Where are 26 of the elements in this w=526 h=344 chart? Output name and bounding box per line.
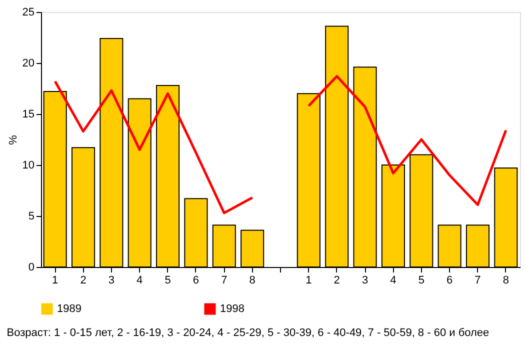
y-tick-label: 20 [22,58,34,70]
legend-label: 1989 [57,303,82,315]
x-tick-label: 7 [474,274,481,286]
y-tick-label: 15 [22,108,34,120]
x-tick-label: 1 [52,274,58,286]
x-tick-label: 5 [418,274,424,286]
y-tick-label: 0 [28,262,34,274]
y-tick-label: 25 [22,6,34,18]
x-tick-label: 8 [249,274,256,286]
x-tick-label: 6 [192,274,200,286]
x-tick-label: 6 [446,274,453,286]
y-tick-label: 10 [22,160,34,172]
x-tick-label: 1 [306,274,312,286]
y-axis-title: % [7,134,20,145]
x-tick-label: 4 [390,274,396,286]
x-tick-label: 5 [164,274,171,286]
x-tick-label: 3 [362,274,368,286]
x-tick-label: 7 [221,274,228,286]
x-tick-label: 2 [80,274,86,286]
x-tick-label: 8 [502,274,509,286]
x-tick-label: 2 [334,274,340,286]
y-tick-label: 5 [28,210,34,222]
legend-label: 1998 [220,303,244,315]
x-tick-label: 3 [108,274,115,286]
x-tick-label: 4 [136,274,143,286]
text: Возраст: 1 - 0-15 лет, 2 - 16-19, 3 - 20-24, 4 - 25-29, 5 - 30-39, 6 - 40-49, 7 - 50-59, 8 - 60 и более [6,327,490,339]
